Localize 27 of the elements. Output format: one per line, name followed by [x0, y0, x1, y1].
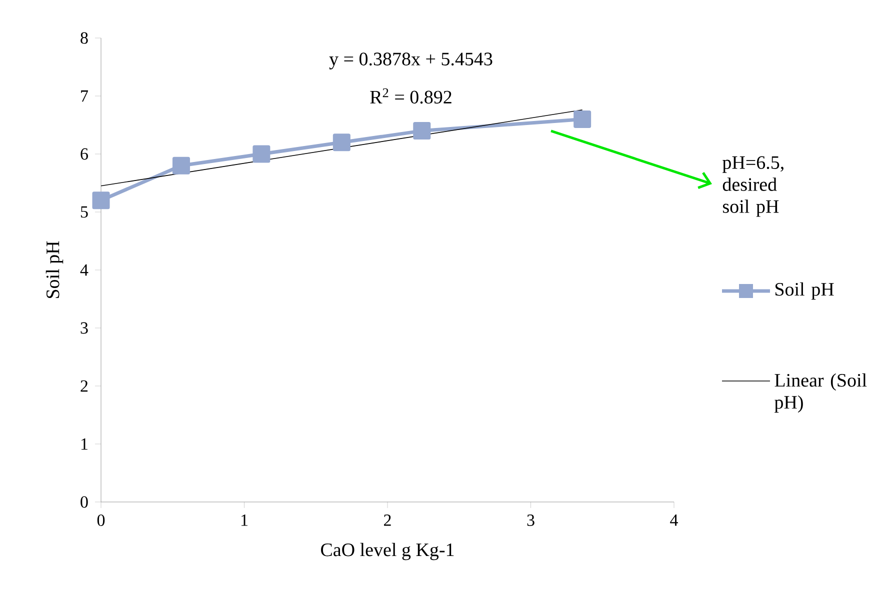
y-tick-label: 6	[80, 148, 88, 160]
y-tick-label: 8	[80, 32, 88, 44]
x-tick-label: 4	[670, 514, 678, 526]
x-tick-label: 2	[384, 514, 391, 526]
point	[413, 122, 431, 140]
x-axis-title: CaO level g Kg-1	[321, 542, 454, 560]
text: pH=6.5, desired soil pH	[722, 156, 784, 217]
y-axis-title: Soil pH	[46, 241, 64, 298]
legend-label: Soil pH	[775, 282, 834, 300]
y-tick-label: 3	[80, 322, 88, 334]
annotation: y = 0.3878x + 5.4543	[329, 52, 492, 70]
x-tick-label: 1	[241, 514, 248, 526]
legend-label: Linear (Soil pH)	[774, 373, 867, 413]
y-tick-label: 0	[80, 496, 88, 508]
y-tick-label: 1	[81, 438, 88, 450]
point	[332, 134, 350, 152]
point	[172, 156, 190, 174]
point	[252, 145, 270, 163]
annotation: R$^{2}$ = 0.892	[370, 88, 452, 104]
point	[92, 192, 110, 210]
x-tick-label: 3	[527, 514, 534, 526]
y-tick-label: 5	[80, 206, 88, 218]
y-tick-label: 7	[81, 90, 88, 102]
y-tick-label: 2	[80, 380, 88, 392]
point	[574, 110, 592, 128]
x-tick-label: 0	[97, 514, 105, 526]
y-tick-label: 4	[80, 264, 88, 276]
